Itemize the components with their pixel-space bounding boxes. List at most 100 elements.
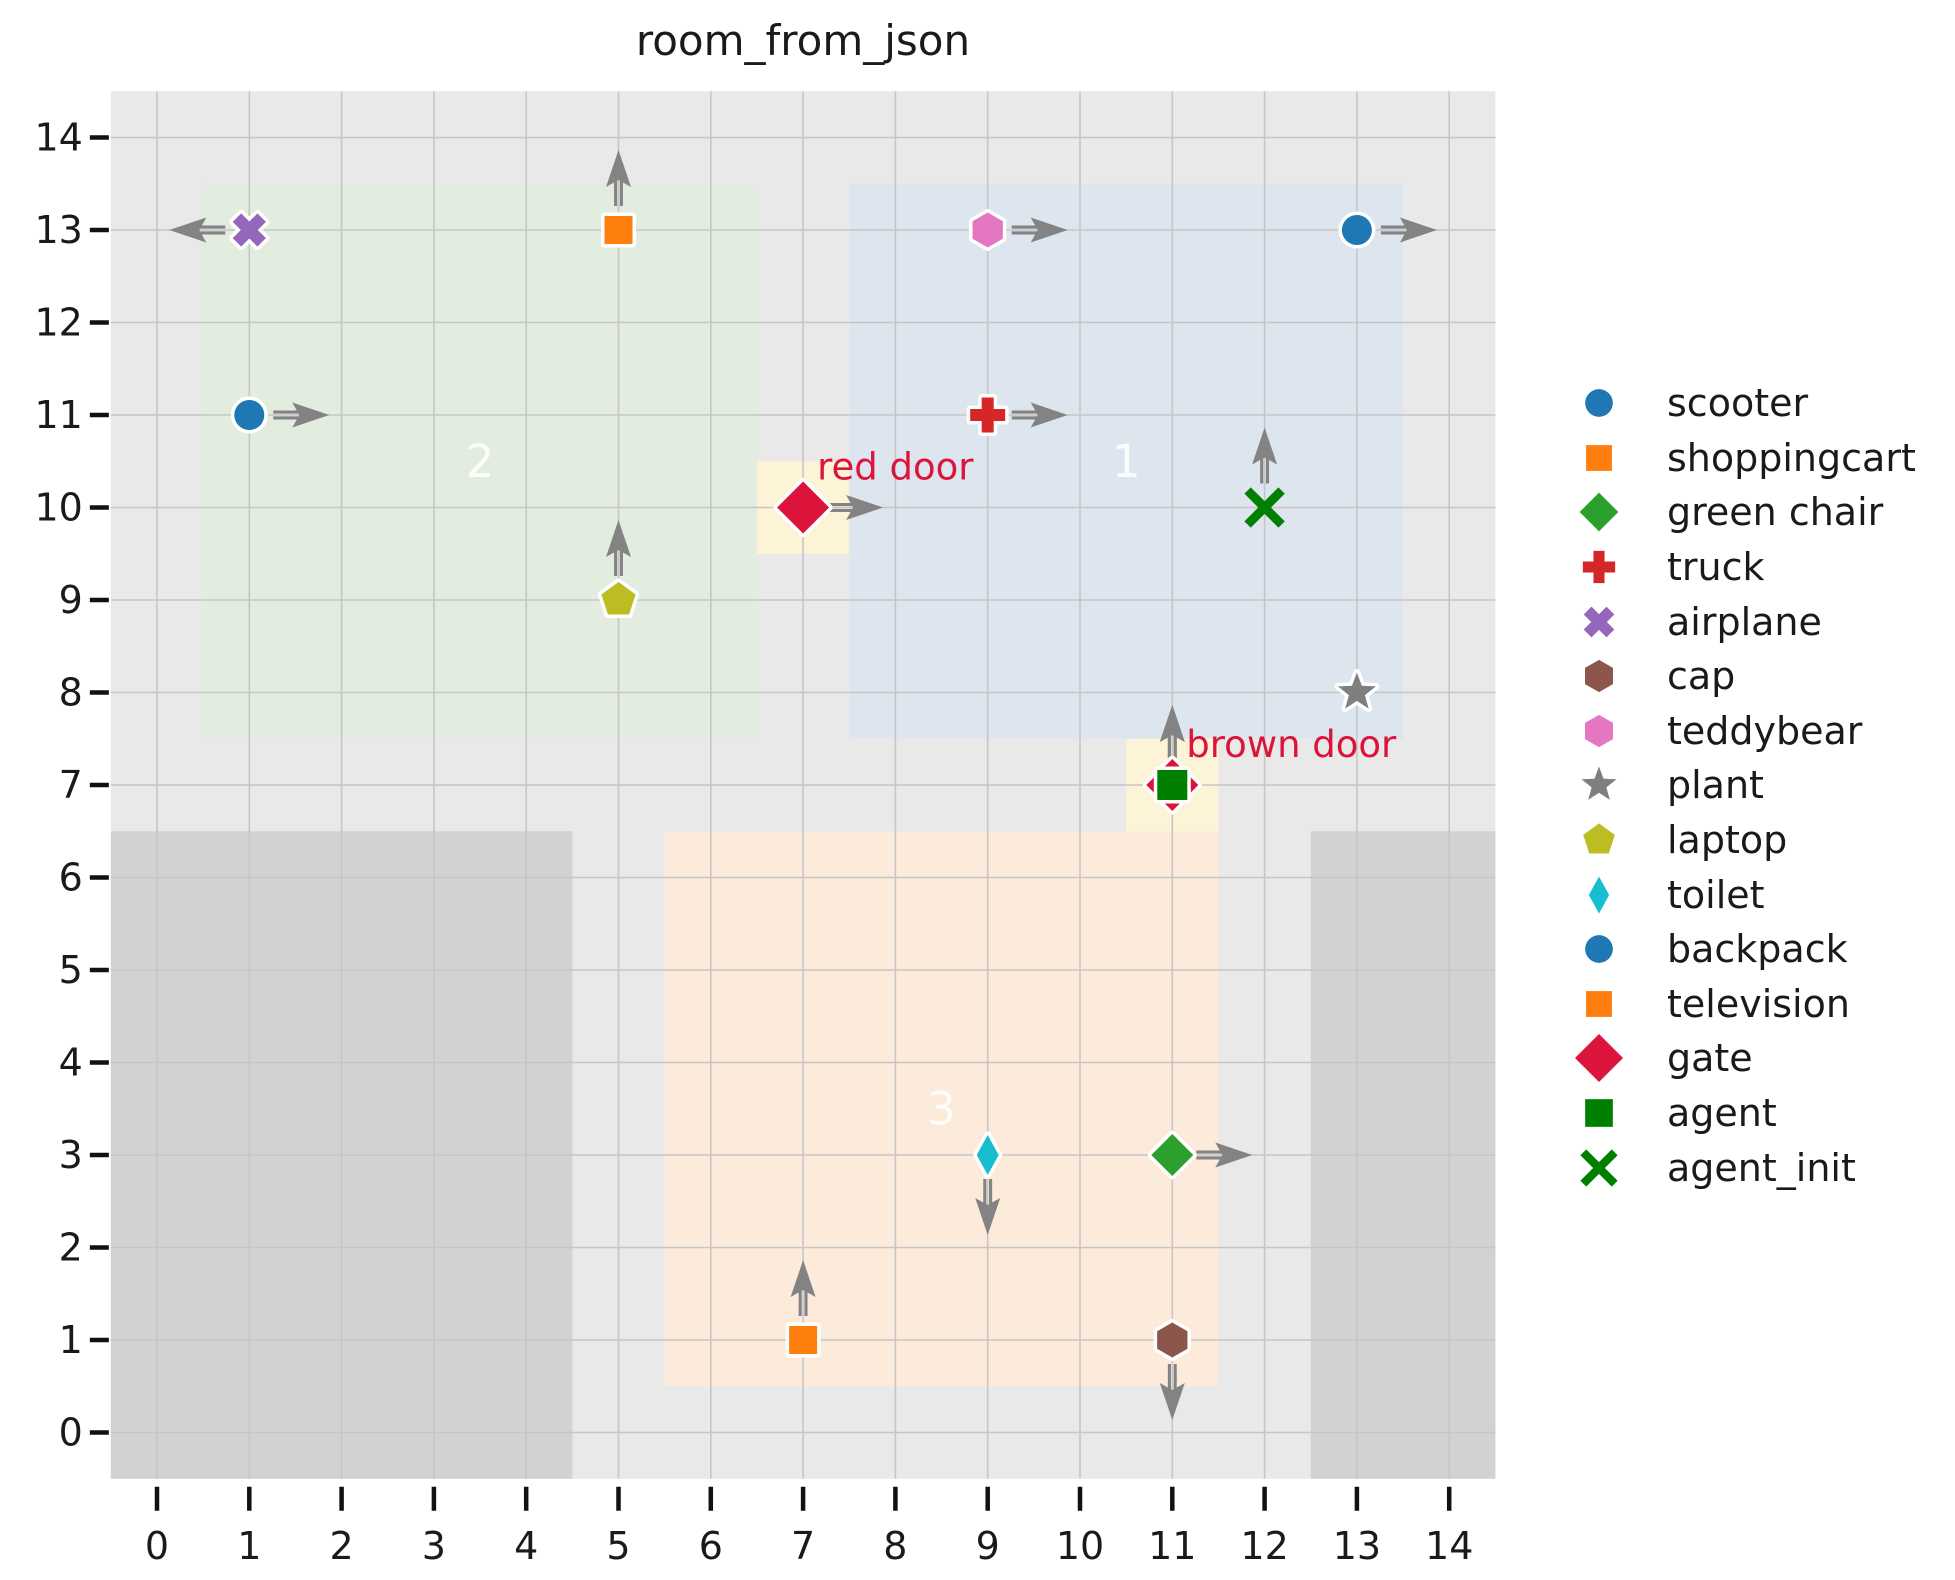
object-marker-scooter (230, 396, 268, 434)
legend-label: gate (1667, 1036, 1753, 1081)
orientation-arrow (1011, 402, 1068, 428)
object-marker-television (785, 1322, 821, 1358)
y-tick-label: 7 (59, 763, 83, 807)
room-3-label: 3 (927, 1082, 956, 1135)
legend-label: television (1667, 981, 1850, 1026)
legend-item-shoppingcart: shoppingcart (1575, 431, 1916, 486)
legend-marker-square (1582, 441, 1616, 475)
legend-marker-square (1582, 987, 1616, 1020)
y-tick-label: 8 (59, 671, 83, 715)
x-tick-label: 12 (1240, 1524, 1288, 1568)
orientation-arrow (1159, 705, 1185, 761)
x-tick-label: 7 (791, 1524, 815, 1568)
orientation-arrow (1159, 1364, 1185, 1420)
orientation-arrow (606, 150, 631, 206)
object-marker-backpack (1338, 211, 1376, 249)
legend-item-gate: gate (1575, 1031, 1916, 1086)
object-marker-green-chair (1147, 1130, 1197, 1180)
figure-title: room_from_json (635, 16, 971, 65)
y-tick-label: 12 (34, 301, 82, 345)
object-marker-truck (966, 394, 1009, 436)
arrow-head (169, 217, 207, 243)
object-marker-shoppingcart (601, 212, 636, 248)
y-tick-label: 0 (59, 1411, 83, 1455)
room-2-area (203, 183, 757, 739)
x-tick-label: 8 (883, 1524, 907, 1568)
legend-marker-star (1578, 763, 1620, 804)
legend-item-cap: cap (1575, 649, 1916, 704)
room-1-label: 1 (1112, 435, 1141, 488)
legend-label: plant (1667, 763, 1764, 808)
legend-marker-hexagon (1581, 656, 1617, 696)
orientation-arrow (975, 1179, 1001, 1235)
y-tick-label: 11 (34, 393, 82, 437)
legend-item-green-chair: green chair (1575, 485, 1916, 540)
object-marker-gate (773, 478, 833, 537)
x-tick-label: 4 (514, 1524, 538, 1568)
x-tick-label: 0 (145, 1524, 169, 1568)
x-tick-label: 13 (1333, 1524, 1381, 1568)
orientation-arrow (1380, 217, 1437, 243)
object-marker-laptop (597, 578, 640, 619)
room-3-area (664, 831, 1219, 1387)
room-2-label: 2 (466, 435, 495, 488)
legend-label: agent_init (1667, 1145, 1856, 1190)
x-tick-label: 9 (976, 1524, 1000, 1568)
x-tick-label: 10 (1056, 1524, 1104, 1568)
legend-item-scooter: scooter (1575, 376, 1916, 431)
legend-label: backpack (1667, 927, 1848, 972)
legend-item-teddybear: teddybear (1575, 704, 1916, 759)
arrow-head (975, 1198, 1001, 1235)
object-marker-toilet (973, 1131, 1003, 1179)
arrow-head (1030, 402, 1068, 428)
orientation-arrow (273, 402, 330, 428)
legend-item-agent-init: agent_init (1575, 1140, 1916, 1195)
object-marker-teddybear (969, 209, 1007, 251)
legend-marker-plus (1579, 547, 1619, 587)
legend-marker-pentagon (1579, 820, 1619, 857)
legend: scooter shoppingcart green chair truck airpl… (1575, 376, 1916, 1195)
legend-item-toilet: toilet (1575, 867, 1916, 922)
legend-marker-x-filled (1580, 603, 1618, 641)
object-marker-agent-init (1244, 487, 1285, 528)
legend-label: agent (1667, 1091, 1777, 1136)
legend-marker-circle (1581, 386, 1617, 421)
door-label: red door (817, 446, 974, 489)
x-tick-label: 3 (422, 1524, 446, 1568)
y-tick-label: 4 (59, 1041, 83, 1085)
y-tick-label: 3 (59, 1133, 83, 1177)
orientation-arrow (169, 217, 226, 243)
x-tick-label: 14 (1425, 1524, 1473, 1568)
arrow-head (1159, 1383, 1185, 1420)
legend-label: airplane (1667, 599, 1822, 644)
arrow-head (292, 402, 330, 428)
arrow-head (606, 150, 631, 187)
orientation-arrow (1196, 1142, 1253, 1168)
orientation-arrow (827, 495, 884, 520)
legend-marker-hexagon (1581, 711, 1617, 751)
arrow-head (1399, 217, 1437, 243)
arrow-head (1252, 427, 1278, 465)
legend-marker-thin-diamond (1585, 872, 1613, 917)
legend-label: shoppingcart (1667, 435, 1916, 480)
legend-item-plant: plant (1575, 758, 1916, 813)
legend-label: teddybear (1667, 708, 1863, 753)
arrow-head (790, 1260, 816, 1297)
arrow-head (846, 495, 884, 520)
door-label: brown door (1186, 723, 1397, 766)
legend-label: green chair (1667, 490, 1884, 535)
orientation-arrow (1252, 427, 1278, 484)
room-1-area (849, 183, 1404, 739)
legend-marker-diamond-large (1575, 1034, 1623, 1083)
arrow-head (1030, 217, 1068, 243)
x-tick-label: 1 (237, 1524, 261, 1568)
y-tick-label: 5 (59, 948, 83, 992)
legend-label: truck (1667, 545, 1765, 590)
y-tick-label: 10 (34, 486, 82, 530)
y-tick-label: 6 (59, 856, 83, 900)
legend-label: toilet (1667, 872, 1765, 917)
arrow-head (1215, 1142, 1253, 1168)
orientation-arrow (1011, 217, 1068, 243)
